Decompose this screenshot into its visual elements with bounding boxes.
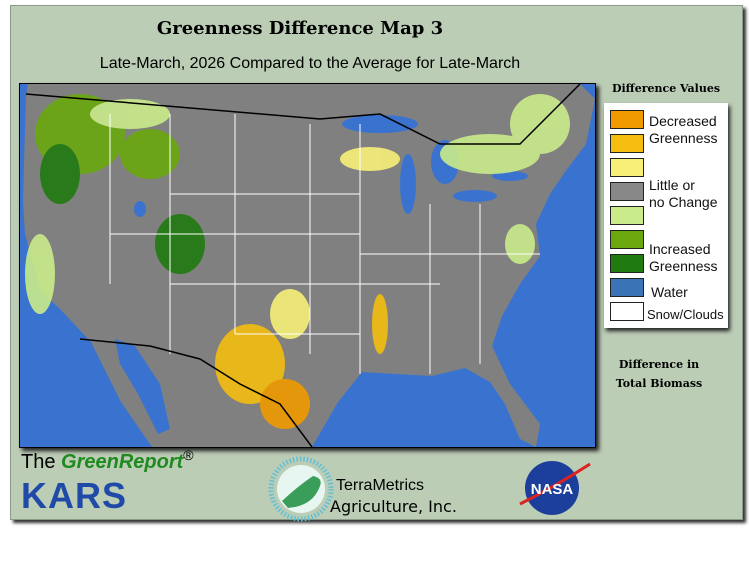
greenreport-logo: The GreenReport® xyxy=(21,447,194,474)
gulf-of-california xyxy=(115,339,170,434)
nasa-text: NASA xyxy=(531,481,574,498)
swatch-increased-strong xyxy=(610,254,644,273)
legend: Decreased Greenness Little or no Change … xyxy=(604,103,728,328)
label-no-change: no Change xyxy=(649,194,718,210)
label-decreased: Decreased xyxy=(649,113,717,129)
swatch-water xyxy=(610,278,644,297)
biomass-caption-line: Total Biomass xyxy=(615,377,703,390)
international-border xyxy=(25,84,581,447)
swatch-snow xyxy=(610,302,644,321)
terrametrics-logo-icon xyxy=(268,456,334,522)
swatch-decreased xyxy=(610,134,644,153)
state-boundaries xyxy=(109,114,540,374)
logo-text: GreenReport xyxy=(61,451,184,473)
terrametrics-name: Agriculture, Inc. xyxy=(330,497,457,516)
lake-erie xyxy=(453,190,497,202)
swatch-increased-slight xyxy=(610,206,644,225)
nasa-logo-icon: NASA xyxy=(519,461,591,515)
biomass-caption-line: Difference in xyxy=(618,358,700,371)
swatch-no-change xyxy=(610,182,644,201)
label-increased: Greenness xyxy=(649,258,718,274)
biomass-caption: Difference in Total Biomass xyxy=(604,355,714,393)
swatch-decreased-strong xyxy=(610,110,644,129)
swatch-increased xyxy=(610,230,644,249)
page-subtitle: Late-March, 2026 Compared to the Average… xyxy=(99,55,521,72)
lake-michigan xyxy=(400,154,416,214)
label-little: Little or xyxy=(649,177,695,193)
label-decreased: Greenness xyxy=(649,130,718,146)
terrametrics-name: TerraMetrics xyxy=(336,477,425,494)
page-title: Greenness Difference Map 3 xyxy=(156,18,444,39)
registered-mark: ® xyxy=(183,447,194,463)
swatch-decreased-slight xyxy=(610,158,644,177)
legend-title: Difference Values xyxy=(611,82,721,95)
label-water: Water xyxy=(651,284,688,300)
great-salt-lake xyxy=(134,201,146,217)
greenness-map xyxy=(19,83,596,448)
lake-superior xyxy=(342,115,418,133)
label-increased: Increased xyxy=(649,241,711,257)
kars-logo: KARS xyxy=(21,475,128,516)
label-snow: Snow/Clouds xyxy=(647,307,724,322)
greenness-patches xyxy=(25,94,570,429)
logo-text: The xyxy=(21,451,56,473)
